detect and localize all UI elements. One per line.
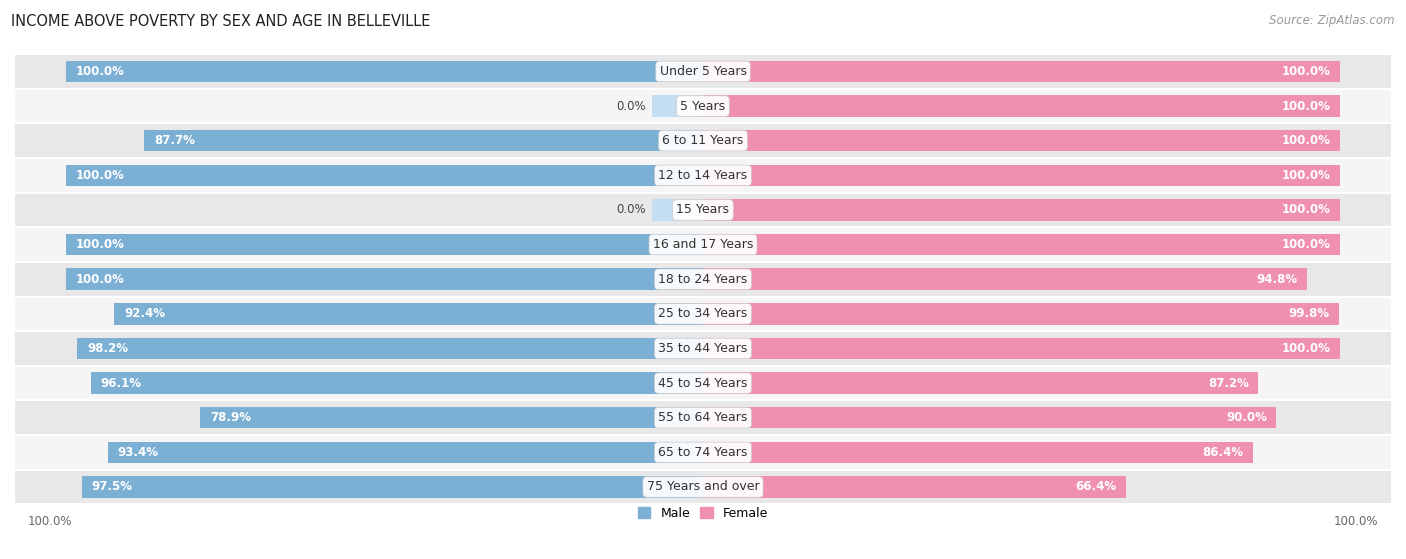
Bar (66, 234, 703, 255)
Text: 0.0%: 0.0% (616, 100, 645, 112)
Text: 96.1%: 96.1% (100, 377, 142, 390)
Text: 100.0%: 100.0% (1282, 342, 1330, 355)
Text: 100.0%: 100.0% (76, 169, 124, 182)
Text: 100.0%: 100.0% (1282, 203, 1330, 216)
Bar (703, 407, 1277, 428)
Text: Source: ZipAtlas.com: Source: ZipAtlas.com (1270, 14, 1395, 27)
Text: 15 Years: 15 Years (676, 203, 730, 216)
Text: 100.0%: 100.0% (28, 515, 72, 528)
Bar (108, 442, 703, 463)
Text: 16 and 17 Years: 16 and 17 Years (652, 238, 754, 251)
Bar (15, 435, 1391, 470)
Bar (652, 199, 703, 221)
Bar (703, 442, 1253, 463)
Bar (66, 61, 703, 82)
Bar (15, 470, 1391, 504)
Bar (66, 268, 703, 290)
Bar (703, 96, 1340, 117)
Bar (15, 400, 1391, 435)
Text: 99.8%: 99.8% (1288, 307, 1329, 320)
Bar (15, 262, 1391, 296)
Bar (15, 158, 1391, 193)
Bar (703, 234, 1340, 255)
Bar (703, 130, 1340, 151)
Text: 87.2%: 87.2% (1208, 377, 1249, 390)
Text: 55 to 64 Years: 55 to 64 Years (658, 411, 748, 424)
Text: 45 to 54 Years: 45 to 54 Years (658, 377, 748, 390)
Bar (15, 228, 1391, 262)
Text: 100.0%: 100.0% (76, 238, 124, 251)
Text: 87.7%: 87.7% (153, 134, 195, 147)
Text: 86.4%: 86.4% (1202, 446, 1244, 459)
Text: 100.0%: 100.0% (1282, 169, 1330, 182)
Text: 100.0%: 100.0% (76, 273, 124, 286)
Text: 100.0%: 100.0% (1282, 100, 1330, 112)
Text: 100.0%: 100.0% (76, 65, 124, 78)
Text: 90.0%: 90.0% (1226, 411, 1267, 424)
Text: 0.0%: 0.0% (616, 203, 645, 216)
Bar (82, 476, 703, 498)
Bar (15, 366, 1391, 400)
Text: 94.8%: 94.8% (1256, 273, 1298, 286)
Bar (703, 268, 1308, 290)
Text: 100.0%: 100.0% (1282, 238, 1330, 251)
Text: 100.0%: 100.0% (1282, 65, 1330, 78)
Text: INCOME ABOVE POVERTY BY SEX AND AGE IN BELLEVILLE: INCOME ABOVE POVERTY BY SEX AND AGE IN B… (11, 14, 430, 29)
Bar (15, 54, 1391, 89)
Text: Under 5 Years: Under 5 Years (659, 65, 747, 78)
Text: 100.0%: 100.0% (1334, 515, 1378, 528)
Bar (703, 303, 1339, 325)
Bar (15, 124, 1391, 158)
Bar (145, 130, 703, 151)
Bar (703, 338, 1340, 359)
Text: 78.9%: 78.9% (209, 411, 250, 424)
Text: 97.5%: 97.5% (91, 481, 132, 494)
Text: 66.4%: 66.4% (1076, 481, 1116, 494)
Text: 25 to 34 Years: 25 to 34 Years (658, 307, 748, 320)
Text: 92.4%: 92.4% (124, 307, 165, 320)
Bar (77, 338, 703, 359)
Text: 12 to 14 Years: 12 to 14 Years (658, 169, 748, 182)
Bar (201, 407, 703, 428)
Text: 65 to 74 Years: 65 to 74 Years (658, 446, 748, 459)
Bar (15, 296, 1391, 331)
Bar (703, 199, 1340, 221)
Text: 75 Years and over: 75 Years and over (647, 481, 759, 494)
Text: 98.2%: 98.2% (87, 342, 128, 355)
Text: 5 Years: 5 Years (681, 100, 725, 112)
Bar (703, 164, 1340, 186)
Bar (114, 303, 703, 325)
Bar (91, 372, 703, 394)
Text: 100.0%: 100.0% (1282, 134, 1330, 147)
Bar (15, 193, 1391, 228)
Bar (15, 331, 1391, 366)
Bar (66, 164, 703, 186)
Bar (15, 89, 1391, 124)
Bar (703, 372, 1258, 394)
Bar (652, 96, 703, 117)
Text: 93.4%: 93.4% (118, 446, 159, 459)
Bar (703, 61, 1340, 82)
Text: 6 to 11 Years: 6 to 11 Years (662, 134, 744, 147)
Text: 18 to 24 Years: 18 to 24 Years (658, 273, 748, 286)
Text: 35 to 44 Years: 35 to 44 Years (658, 342, 748, 355)
Bar (703, 476, 1126, 498)
Legend: Male, Female: Male, Female (633, 502, 773, 525)
